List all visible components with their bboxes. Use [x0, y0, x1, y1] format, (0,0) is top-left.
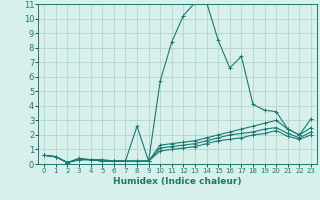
X-axis label: Humidex (Indice chaleur): Humidex (Indice chaleur): [113, 177, 242, 186]
